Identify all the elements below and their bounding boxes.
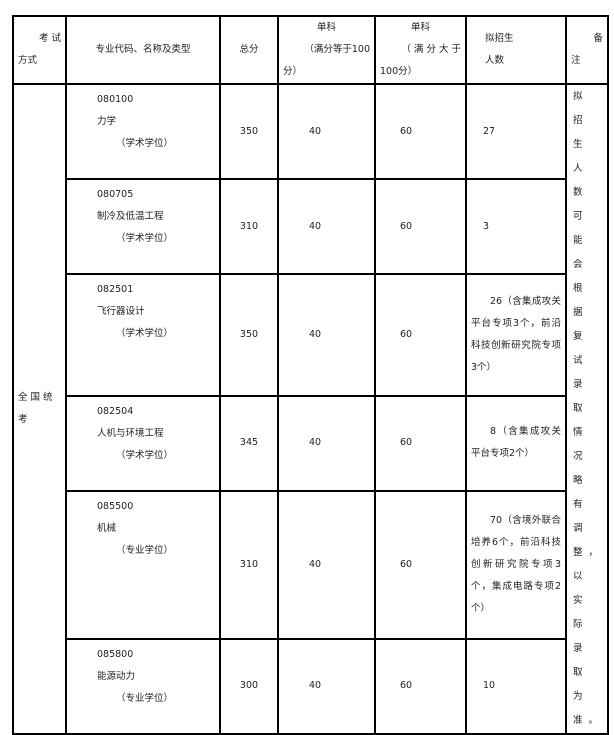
major-type: （学术学位） xyxy=(116,328,174,340)
quota: 10 xyxy=(465,637,567,735)
header-single-100: 单科 （满分等于100 分） xyxy=(277,15,376,85)
remark: 拟招生人数可能会根据复试录取情况略有调整，以实际录取为准。 xyxy=(565,83,609,735)
single-score-100: 40 xyxy=(277,489,376,640)
single-score-100: 40 xyxy=(277,394,376,492)
total-score: 300 xyxy=(219,637,279,735)
total-score: 310 xyxy=(219,178,279,276)
quota: 8（含集成攻关平台专项2个） xyxy=(465,394,567,492)
header-remark: 备注 xyxy=(565,15,609,85)
header-method: 考 试方式 xyxy=(12,15,67,85)
single-score-100: 40 xyxy=(277,82,376,181)
major-name: 力学 xyxy=(97,116,117,127)
table-row: 082501 飞行器设计 （学术学位） 350 40 60 26（含集成攻关平台专项3个，前… xyxy=(13,273,608,397)
major-type: （学术学位） xyxy=(116,449,174,461)
major-cell: 082501 飞行器设计 （学术学位） xyxy=(65,273,221,397)
admission-table: 考 试方式 专业代码、名称及类型 总分 单科 （满分等于100 分） 单科（ 满 分… xyxy=(12,15,609,735)
major-type: （专业学位） xyxy=(116,544,174,556)
single-score-over: 60 xyxy=(374,637,467,735)
quota: 3 xyxy=(465,178,567,276)
table-row: 082504 人机与环境工程 （学术学位） 345 40 60 8（含集成攻关平台专项2个） xyxy=(13,394,608,492)
major-cell: 080705 制冷及低温工程 （学术学位） xyxy=(65,178,221,276)
major-cell: 085500 机械 （专业学位） xyxy=(65,489,221,640)
quota: 70（含境外联合培养6个，前沿科技创新研究院专项3个，集成电路专项2个） xyxy=(465,489,567,640)
header-total: 总分 xyxy=(219,15,279,85)
header-row: 考 试方式 专业代码、名称及类型 总分 单科 （满分等于100 分） 单科（ 满 分… xyxy=(12,15,609,85)
major-code: 085500 xyxy=(97,500,134,512)
major-name: 能源动力 xyxy=(97,670,136,682)
header-major: 专业代码、名称及类型 xyxy=(65,15,221,85)
table-row: 全 国 统考 080100 力学 （学术学位） 350 40 60 27 拟招生人数可能会根据复… xyxy=(12,82,609,735)
exam-method: 全 国 统考 xyxy=(12,83,67,735)
single-score-100: 40 xyxy=(277,273,376,397)
major-code: 080705 xyxy=(97,189,134,201)
single-score-over: 60 xyxy=(374,82,467,181)
total-score: 310 xyxy=(219,489,279,640)
table-row: 080705 制冷及低温工程 （学术学位） 310 40 60 3 xyxy=(13,178,608,276)
single-score-over: 60 xyxy=(374,178,467,276)
major-code: 082504 xyxy=(97,405,134,417)
header-single-over: 单科（ 满 分 大 于 100分） xyxy=(374,15,467,85)
total-score: 350 xyxy=(219,82,279,181)
major-cell: 080100 力学 （学术学位） xyxy=(65,82,221,181)
major-name: 制冷及低温工程 xyxy=(97,211,164,223)
header-quota: 拟招生 人数 xyxy=(465,15,567,85)
major-name: 人机与环境工程 xyxy=(97,427,164,439)
single-score-over: 60 xyxy=(374,273,467,397)
table-row: 085800 能源动力 （专业学位） 300 40 60 10 xyxy=(13,637,608,735)
major-type: （专业学位） xyxy=(116,692,174,704)
major-code: 082501 xyxy=(97,284,134,296)
table-row: 085500 机械 （专业学位） 310 40 60 70（含境外联合培养6个，前沿科技创新… xyxy=(13,489,608,640)
single-score-over: 60 xyxy=(374,394,467,492)
quota: 27 xyxy=(465,82,567,181)
major-cell: 082504 人机与环境工程 （学术学位） xyxy=(65,394,221,492)
single-score-100: 40 xyxy=(277,178,376,276)
major-code: 085800 xyxy=(97,648,134,660)
total-score: 350 xyxy=(219,273,279,397)
single-score-100: 40 xyxy=(277,637,376,735)
major-name: 飞行器设计 xyxy=(97,306,145,318)
major-code: 080100 xyxy=(97,94,134,105)
major-type: （学术学位） xyxy=(116,138,174,149)
major-type: （学术学位） xyxy=(116,233,174,245)
total-score: 345 xyxy=(219,394,279,492)
major-name: 机械 xyxy=(97,522,117,534)
single-score-over: 60 xyxy=(374,489,467,640)
major-cell: 085800 能源动力 （专业学位） xyxy=(65,637,221,735)
quota: 26（含集成攻关平台专项3个，前沿科技创新研究院专项3个） xyxy=(465,273,567,397)
